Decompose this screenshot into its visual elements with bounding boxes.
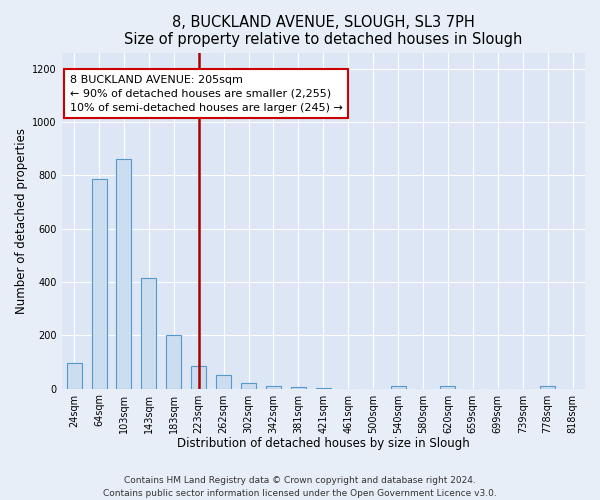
Bar bbox=[440, 386, 455, 388]
Y-axis label: Number of detached properties: Number of detached properties bbox=[15, 128, 28, 314]
Bar bbox=[241, 384, 256, 388]
Bar bbox=[391, 386, 406, 388]
Bar bbox=[67, 364, 82, 388]
Title: 8, BUCKLAND AVENUE, SLOUGH, SL3 7PH
Size of property relative to detached houses: 8, BUCKLAND AVENUE, SLOUGH, SL3 7PH Size… bbox=[124, 15, 523, 48]
Text: Contains HM Land Registry data © Crown copyright and database right 2024.
Contai: Contains HM Land Registry data © Crown c… bbox=[103, 476, 497, 498]
Bar bbox=[266, 386, 281, 388]
Text: 8 BUCKLAND AVENUE: 205sqm
← 90% of detached houses are smaller (2,255)
10% of se: 8 BUCKLAND AVENUE: 205sqm ← 90% of detac… bbox=[70, 74, 343, 112]
Bar bbox=[540, 386, 555, 388]
X-axis label: Distribution of detached houses by size in Slough: Distribution of detached houses by size … bbox=[177, 437, 470, 450]
Bar bbox=[216, 374, 231, 388]
Bar bbox=[92, 180, 107, 388]
Bar bbox=[166, 336, 181, 388]
Bar bbox=[191, 366, 206, 388]
Bar bbox=[116, 160, 131, 388]
Bar bbox=[142, 278, 157, 388]
